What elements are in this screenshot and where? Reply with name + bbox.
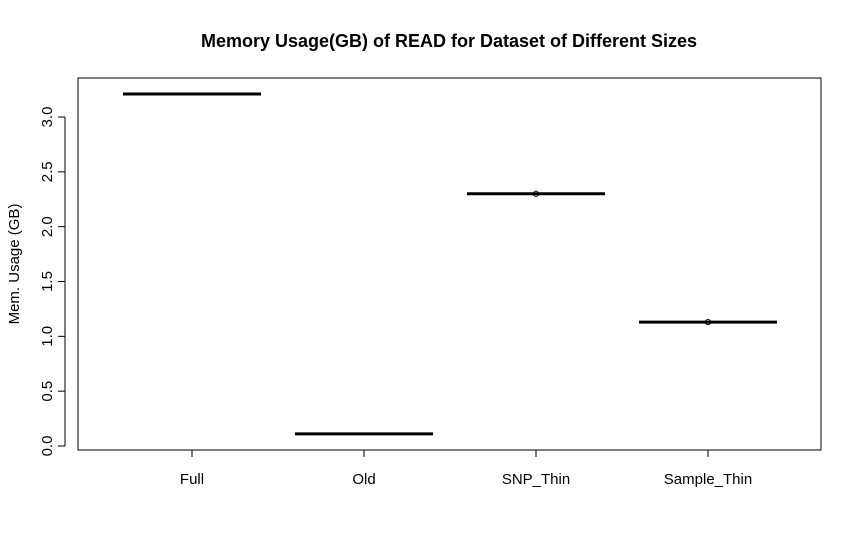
chart-title: Memory Usage(GB) of READ for Dataset of … [201,31,697,51]
y-tick-label: 2.5 [39,161,56,182]
box-marks [123,92,777,436]
y-tick-label: 0.0 [39,436,56,457]
x-tick-label: Sample_Thin [664,471,752,488]
y-tick-label: 2.0 [39,216,56,237]
x-tick-label: Old [352,471,375,488]
y-axis: 0.0 0.5 1.0 1.5 2.0 2.5 3.0 [39,107,66,457]
y-axis-label: Mem. Usage (GB) [6,204,23,325]
plot-frame [77,77,822,451]
y-tick-label: 3.0 [39,107,56,128]
x-tick-label: Full [180,471,204,488]
outlier-point [704,318,712,326]
y-tick-label: 0.5 [39,381,56,402]
outlier-point [532,190,540,197]
y-tick-label: 1.5 [39,271,56,292]
x-tick-label: SNP_Thin [502,471,570,488]
x-axis: Full Old SNP_Thin Sample_Thin [180,449,752,488]
y-tick-label: 1.0 [39,326,56,347]
